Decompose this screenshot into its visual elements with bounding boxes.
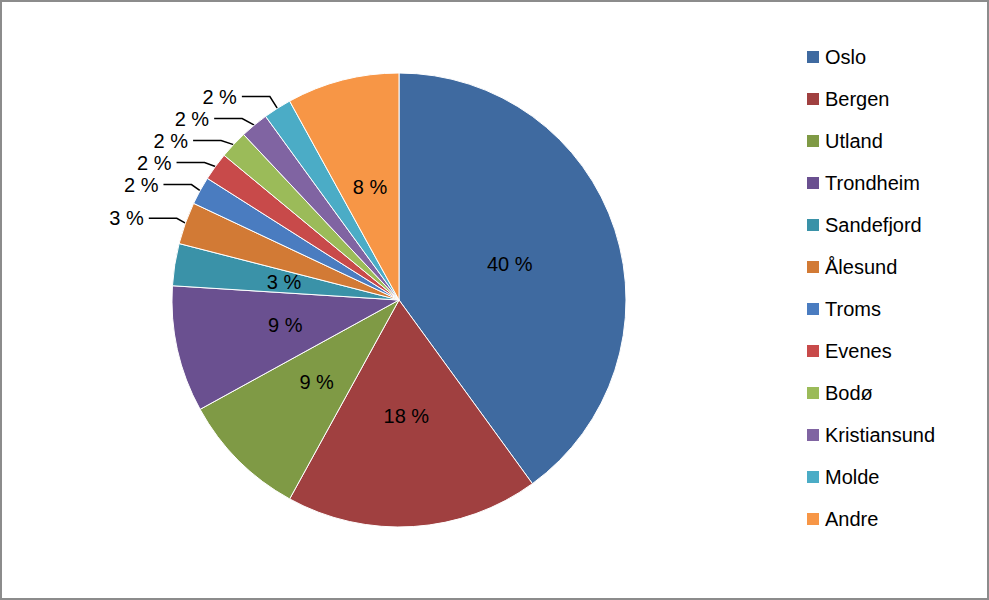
svg-text:2 %: 2 %: [124, 174, 159, 196]
svg-text:2 %: 2 %: [137, 152, 172, 174]
svg-text:Molde: Molde: [825, 466, 879, 488]
svg-text:40 %: 40 %: [487, 253, 533, 275]
svg-text:Trondheim: Trondheim: [825, 172, 920, 194]
svg-text:2 %: 2 %: [175, 108, 210, 130]
svg-text:18 %: 18 %: [384, 405, 430, 427]
svg-text:Andre: Andre: [825, 508, 878, 530]
svg-text:9 %: 9 %: [299, 371, 334, 393]
svg-text:3 %: 3 %: [267, 271, 302, 293]
svg-text:Kristiansund: Kristiansund: [825, 424, 935, 446]
svg-text:Utland: Utland: [825, 130, 883, 152]
svg-text:2 %: 2 %: [202, 86, 237, 108]
svg-text:Troms: Troms: [825, 298, 881, 320]
svg-text:9 %: 9 %: [268, 314, 303, 336]
svg-text:Oslo: Oslo: [825, 46, 866, 68]
svg-text:2 %: 2 %: [154, 130, 189, 152]
svg-text:8 %: 8 %: [353, 176, 388, 198]
svg-text:Evenes: Evenes: [825, 340, 892, 362]
svg-text:Bodø: Bodø: [825, 382, 873, 404]
svg-text:Bergen: Bergen: [825, 88, 890, 110]
svg-text:3 %: 3 %: [109, 207, 144, 229]
svg-text:Ålesund: Ålesund: [825, 256, 897, 278]
svg-text:Sandefjord: Sandefjord: [825, 214, 922, 236]
